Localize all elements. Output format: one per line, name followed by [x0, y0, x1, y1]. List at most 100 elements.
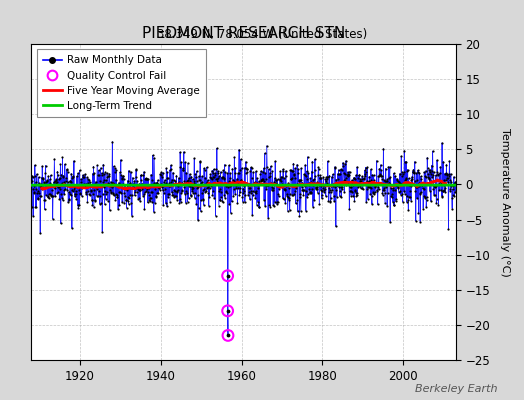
Point	[240, 183, 248, 189]
Point	[154, 177, 162, 183]
Point	[223, 190, 231, 196]
Point	[244, 180, 252, 187]
Point	[434, 202, 443, 208]
Point	[157, 182, 166, 189]
Point	[41, 170, 49, 177]
Point	[102, 191, 111, 198]
Point	[42, 179, 50, 185]
Point	[29, 213, 37, 219]
Point	[230, 154, 238, 160]
Point	[238, 181, 246, 187]
Point	[178, 180, 187, 186]
Point	[287, 167, 295, 174]
Point	[144, 176, 152, 182]
Point	[427, 178, 435, 184]
Point	[438, 194, 446, 200]
Point	[90, 204, 98, 210]
Point	[308, 158, 316, 165]
Point	[398, 172, 407, 179]
Point	[213, 145, 221, 152]
Point	[89, 190, 97, 197]
Point	[419, 205, 428, 212]
Point	[204, 202, 213, 209]
Point	[367, 177, 376, 184]
Point	[403, 168, 411, 175]
Point	[38, 182, 47, 188]
Point	[333, 194, 341, 200]
Point	[232, 185, 241, 192]
Point	[356, 176, 364, 182]
Point	[314, 166, 323, 172]
Point	[80, 174, 88, 180]
Point	[137, 184, 146, 190]
Point	[181, 159, 189, 166]
Point	[368, 201, 376, 208]
Point	[94, 193, 102, 199]
Point	[79, 172, 87, 178]
Point	[256, 171, 265, 178]
Point	[46, 176, 54, 182]
Point	[180, 149, 188, 155]
Point	[399, 171, 407, 178]
Point	[236, 167, 244, 174]
Point	[126, 192, 134, 198]
Point	[372, 181, 380, 188]
Point	[377, 167, 386, 173]
Point	[374, 184, 382, 190]
Point	[334, 167, 343, 173]
Point	[51, 184, 60, 191]
Point	[386, 174, 395, 180]
Point	[101, 201, 109, 208]
Point	[344, 182, 353, 189]
Point	[288, 192, 296, 198]
Point	[64, 199, 72, 206]
Point	[176, 195, 184, 202]
Point	[239, 188, 248, 194]
Point	[305, 190, 314, 196]
Point	[241, 164, 249, 171]
Point	[174, 183, 182, 189]
Point	[68, 187, 77, 193]
Point	[233, 178, 241, 184]
Point	[47, 172, 55, 178]
Point	[396, 191, 405, 198]
Point	[394, 185, 402, 191]
Point	[33, 190, 41, 196]
Point	[122, 196, 130, 203]
Point	[93, 172, 102, 178]
Point	[66, 191, 74, 197]
Point	[335, 184, 343, 190]
Point	[279, 166, 287, 173]
Point	[107, 184, 116, 190]
Point	[32, 179, 40, 186]
Point	[301, 173, 310, 179]
Point	[130, 185, 138, 191]
Point	[84, 180, 92, 186]
Point	[177, 199, 185, 205]
Point	[437, 187, 445, 193]
Point	[72, 195, 81, 202]
Point	[110, 181, 118, 188]
Point	[414, 169, 422, 176]
Point	[168, 192, 177, 198]
Point	[444, 179, 452, 185]
Point	[278, 181, 286, 188]
Point	[44, 193, 52, 199]
Point	[197, 197, 205, 203]
Point	[336, 166, 345, 172]
Point	[349, 182, 357, 189]
Point	[304, 179, 313, 186]
Point	[132, 167, 140, 173]
Point	[397, 190, 406, 197]
Point	[407, 183, 415, 189]
Point	[218, 198, 226, 204]
Point	[220, 174, 228, 181]
Point	[192, 168, 201, 174]
Point	[138, 180, 146, 187]
Point	[231, 190, 239, 197]
Point	[119, 176, 128, 182]
Point	[426, 169, 434, 175]
Point	[110, 163, 118, 170]
Point	[78, 193, 86, 199]
Point	[397, 180, 405, 187]
